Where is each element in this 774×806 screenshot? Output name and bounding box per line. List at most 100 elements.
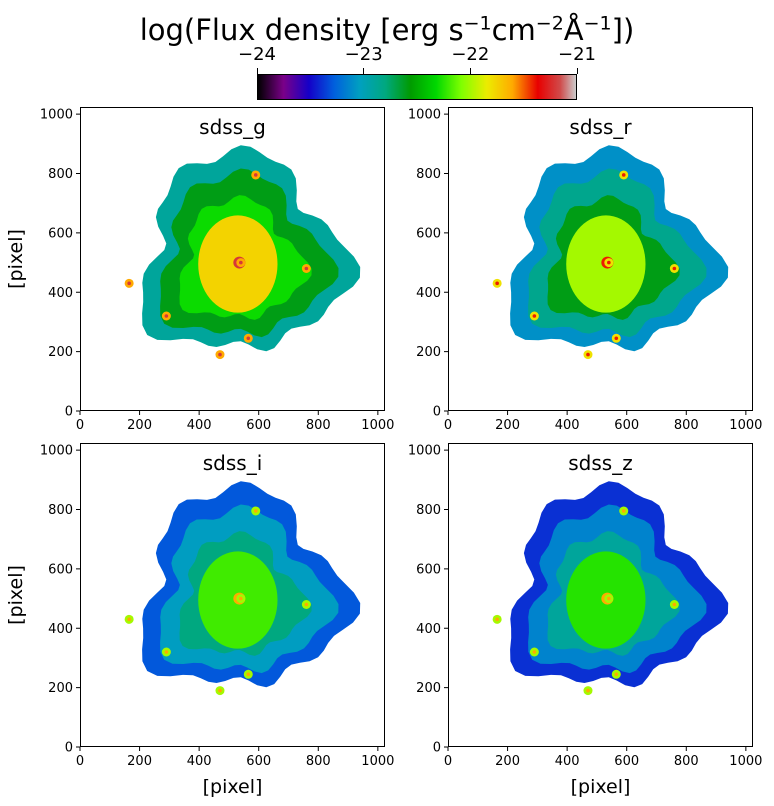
x-tick-label: 0: [76, 754, 84, 769]
x-tick-label: 400: [555, 418, 580, 433]
colorbar-tick-label: −24: [238, 44, 276, 65]
x-tick-label: 1000: [729, 418, 762, 433]
bright-source-core: [253, 173, 258, 177]
bright-source-core: [127, 617, 131, 622]
colorbar-tick-label: −21: [558, 44, 596, 65]
y-tick-label: 600: [48, 226, 73, 241]
bright-source-core: [246, 672, 251, 677]
x-tick-label: 600: [614, 754, 639, 769]
panel-frame: [448, 107, 753, 411]
figure-title: log(Flux density [erg s−1cm−2Å−1]): [139, 12, 635, 47]
y-axis-label: [pixel]: [5, 565, 27, 625]
bright-source-core: [672, 266, 677, 271]
heatmap-image: [492, 481, 729, 696]
bright-source-core: [621, 509, 626, 513]
bright-source-core: [246, 336, 251, 341]
bright-source-core: [532, 314, 537, 318]
panel-title: sdss_z: [568, 451, 632, 475]
bright-source-core: [532, 650, 537, 654]
bright-source-core: [164, 650, 169, 654]
x-tick-label: 1000: [729, 754, 762, 769]
colorbar: [257, 74, 577, 100]
bright-source-core: [304, 266, 309, 271]
y-tick-label: 600: [416, 562, 441, 577]
x-tick-label: 800: [674, 754, 699, 769]
y-tick-label: 200: [416, 681, 441, 696]
panel-sdss_i: 0 200 400 600 800 1000 0 200 400 600 800 1000 sdss_i…: [5, 443, 394, 798]
colorbar-tick-mark: [363, 68, 365, 74]
y-tick-label: 400: [48, 622, 73, 637]
x-tick-label: 800: [306, 754, 331, 769]
bright-source-core: [164, 314, 169, 318]
x-tick-label: 800: [306, 418, 331, 433]
bright-source-core: [218, 352, 222, 357]
panel-frame: [448, 443, 753, 747]
bright-source-core: [495, 281, 499, 286]
y-tick-label: 600: [48, 562, 73, 577]
y-axis-label: [pixel]: [5, 229, 27, 289]
y-tick-label: 200: [48, 345, 73, 360]
panel-title: sdss_g: [199, 115, 266, 139]
bright-source-core: [614, 672, 619, 677]
bright-source-core: [253, 509, 258, 513]
bright-source-core: [127, 281, 131, 286]
y-tick-label: 0: [433, 405, 441, 420]
x-tick-label: 400: [187, 754, 212, 769]
x-axis-label: [pixel]: [203, 776, 263, 798]
colorbar-ticks: −24 −23 −22 −21: [0, 0, 774, 74]
colorbar-tick-label: −23: [344, 44, 383, 65]
y-tick-label: 400: [416, 286, 441, 301]
y-tick-label: 400: [416, 622, 441, 637]
x-tick-label: 0: [444, 418, 452, 433]
x-tick-label: 200: [127, 418, 152, 433]
bright-source-core: [304, 602, 309, 607]
bright-source-core: [495, 617, 499, 622]
x-tick-label: 800: [674, 418, 699, 433]
x-tick-label: 0: [76, 418, 84, 433]
bright-source-core: [614, 336, 619, 341]
colorbar-tick-mark: [469, 68, 471, 74]
heatmap-image: [124, 145, 361, 360]
colorbar-tick-label: −22: [451, 44, 490, 65]
x-tick-label: 200: [127, 754, 152, 769]
bright-source-core: [586, 688, 590, 693]
x-tick-label: 400: [187, 418, 212, 433]
x-tick-label: 1000: [361, 418, 394, 433]
bright-source-core: [218, 688, 222, 693]
bright-source-core: [239, 260, 243, 265]
bright-source-core: [586, 352, 590, 357]
x-tick-label: 600: [246, 418, 271, 433]
y-tick-label: 800: [416, 503, 441, 518]
bright-source-core: [621, 173, 626, 177]
panel-sdss_g: 0 200 400 600 800 1000 0 200 400 600 800 1000 sdss_g…: [5, 107, 394, 433]
bright-source-core: [607, 260, 611, 265]
colorbar-tick-mark: [576, 68, 578, 74]
y-tick-label: 200: [416, 345, 441, 360]
panel-sdss_r: 0 200 400 600 800 1000 0 200 400 600 800 1000 sdss_r: [408, 107, 762, 433]
y-tick-label: 0: [65, 405, 73, 420]
y-tick-label: 200: [48, 681, 73, 696]
y-tick-label: 800: [48, 167, 73, 182]
x-axis-label: [pixel]: [571, 776, 631, 798]
y-tick-label: 600: [416, 226, 441, 241]
x-tick-label: 0: [444, 754, 452, 769]
bright-source-core: [607, 596, 611, 601]
y-tick-label: 400: [48, 286, 73, 301]
heatmap-image: [124, 481, 361, 696]
y-tick-label: 1000: [408, 108, 441, 123]
y-tick-label: 1000: [40, 108, 73, 123]
bright-source-core: [672, 602, 677, 607]
y-tick-label: 1000: [408, 444, 441, 459]
panel-title: sdss_r: [569, 115, 632, 139]
y-tick-label: 0: [65, 741, 73, 756]
x-tick-label: 600: [614, 418, 639, 433]
panel-frame: [80, 107, 385, 411]
y-tick-label: 800: [416, 167, 441, 182]
heatmap-image: [492, 145, 729, 360]
colorbar-tick-mark: [256, 68, 258, 74]
y-tick-label: 1000: [40, 444, 73, 459]
panel-frame: [80, 443, 385, 747]
bright-source-core: [239, 596, 243, 601]
x-tick-label: 1000: [361, 754, 394, 769]
